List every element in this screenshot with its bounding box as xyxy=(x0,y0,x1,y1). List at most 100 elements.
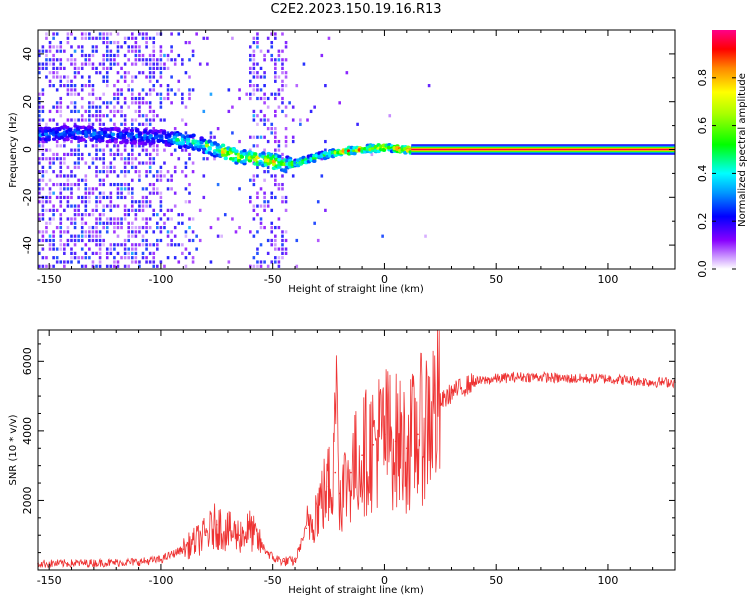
ridge-mark xyxy=(253,152,258,156)
heatmap-cell xyxy=(263,178,266,182)
heatmap-cell xyxy=(123,256,127,260)
heatmap-cell xyxy=(145,238,148,243)
heatmap-cell xyxy=(77,66,80,71)
heatmap-cell xyxy=(73,71,77,75)
heatmap-cell xyxy=(113,217,116,221)
heatmap-cell xyxy=(184,71,188,75)
heatmap-cell xyxy=(177,53,181,58)
heatmap-cell xyxy=(80,75,84,79)
heatmap-cell xyxy=(88,84,91,88)
heatmap-cell xyxy=(77,178,80,182)
snr-data-point xyxy=(294,560,296,563)
heatmap-cell xyxy=(77,161,80,165)
heatmap-cell xyxy=(148,170,152,174)
heatmap-cell xyxy=(88,101,91,105)
heatmap-cell xyxy=(152,109,156,114)
heatmap-cell xyxy=(284,139,288,144)
ridge-mark xyxy=(100,138,105,143)
heatmap-cell xyxy=(84,36,88,40)
heatmap-cell xyxy=(152,45,156,49)
heatmap-cell xyxy=(105,84,109,88)
heatmap-cell xyxy=(70,170,73,174)
heatmap-cell xyxy=(63,84,66,88)
x-tick-label: -100 xyxy=(148,273,173,286)
heatmap-cell xyxy=(48,221,52,225)
heatmap-cell xyxy=(324,208,327,212)
ridge-mark xyxy=(277,157,282,162)
ridge-mark xyxy=(100,136,105,140)
ridge-mark xyxy=(247,158,253,163)
heatmap-cell xyxy=(145,247,148,251)
heatmap-cell xyxy=(270,174,274,178)
heatmap-cell xyxy=(73,238,77,243)
heatmap-cell xyxy=(141,131,145,135)
heatmap-cell xyxy=(95,165,98,169)
snr-data-point xyxy=(204,534,207,537)
heatmap-cell xyxy=(98,122,102,126)
ridge-mark xyxy=(204,143,210,148)
heatmap-cell xyxy=(88,92,91,96)
heatmap-cell xyxy=(206,62,209,66)
heatmap-cell xyxy=(73,256,77,260)
heatmap-cell xyxy=(55,195,59,200)
heatmap-cell xyxy=(130,96,134,101)
heatmap-cell xyxy=(91,260,95,264)
heatmap-cell xyxy=(102,66,105,71)
heatmap-cell xyxy=(80,88,84,92)
heatmap-cell xyxy=(170,88,173,92)
heatmap-cell xyxy=(48,161,52,165)
heatmap-cell xyxy=(170,178,173,182)
heatmap-cell xyxy=(116,96,120,101)
heatmap-cell xyxy=(159,230,163,234)
heatmap-cell xyxy=(70,79,73,83)
heatmap-cell xyxy=(156,225,159,230)
heatmap-cell xyxy=(281,174,284,178)
heatmap-cell xyxy=(170,32,173,36)
heatmap-cell xyxy=(63,75,66,79)
heatmap-cell xyxy=(66,260,70,264)
heatmap-cell xyxy=(152,53,156,58)
heatmap-cell xyxy=(252,217,256,221)
heatmap-cell xyxy=(123,118,127,122)
heatmap-cell xyxy=(141,88,145,92)
heatmap-cell xyxy=(202,195,206,200)
heatmap-cell xyxy=(156,178,159,182)
heatmap-cell xyxy=(63,247,66,251)
heatmap-cell xyxy=(370,152,374,157)
heatmap-cell xyxy=(252,66,256,71)
heatmap-cell xyxy=(166,53,170,58)
heatmap-cell xyxy=(88,109,91,114)
heatmap-cell xyxy=(152,230,156,234)
heatmap-cell xyxy=(130,165,134,169)
heatmap-cell xyxy=(130,122,134,126)
heatmap-cell xyxy=(248,178,252,182)
heatmap-cell xyxy=(263,208,266,212)
heatmap-cell xyxy=(277,182,281,187)
heatmap-cell xyxy=(127,170,131,174)
heatmap-cell xyxy=(281,152,284,157)
heatmap-cell xyxy=(59,260,63,264)
heatmap-cell xyxy=(98,71,102,75)
heatmap-cell xyxy=(127,84,131,88)
heatmap-cell xyxy=(163,96,166,101)
heatmap-cell xyxy=(102,157,105,161)
snr-data-point xyxy=(361,454,363,457)
heatmap-cell xyxy=(91,161,95,165)
heatmap-cell xyxy=(52,230,55,234)
heatmap-cell xyxy=(152,58,156,62)
heatmap-cell xyxy=(70,152,73,157)
heatmap-cell xyxy=(166,243,170,247)
heatmap-cell xyxy=(156,58,159,62)
ridge-mark xyxy=(51,137,57,141)
heatmap-cell xyxy=(284,40,288,45)
heatmap-cell xyxy=(48,45,52,49)
heatmap-cell xyxy=(95,217,98,221)
heatmap-cell xyxy=(184,187,188,191)
heatmap-cell xyxy=(55,152,59,157)
heatmap-cell xyxy=(134,101,138,105)
heatmap-cell xyxy=(88,32,91,36)
heatmap-cell xyxy=(256,75,259,79)
heatmap-cell xyxy=(248,66,252,71)
heatmap-cell xyxy=(284,45,288,49)
heatmap-cell xyxy=(138,114,141,118)
